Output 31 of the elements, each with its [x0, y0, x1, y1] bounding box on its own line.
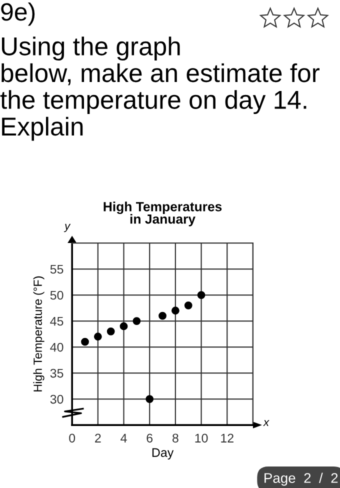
- x-tick-label: 8: [172, 434, 178, 443]
- y-axis-title: High Temperature (°F): [33, 276, 44, 392]
- text: y: [64, 224, 71, 232]
- x-tick-label: 10: [195, 434, 208, 443]
- chart-title: High Temperatures in January: [104, 202, 222, 226]
- y-tick-label: 30: [50, 394, 64, 404]
- point: [197, 291, 206, 299]
- y-tick-label: 55: [50, 264, 64, 274]
- point: [81, 338, 89, 346]
- x-tick-label: 0: [69, 434, 76, 443]
- y-tick-label: 35: [50, 368, 64, 378]
- x-tick-label: 4: [120, 434, 127, 442]
- x-axis-title: Day: [152, 448, 174, 460]
- y-tick-label: 50: [50, 290, 64, 300]
- y-tick-label: 40: [50, 342, 64, 352]
- point: [146, 395, 154, 403]
- point: [94, 332, 102, 341]
- text: Page 2 / 2: [264, 472, 338, 486]
- text: x: [263, 420, 270, 426]
- text: Using the graph below, make an estimate for the temperature on day 14. Explain: [0, 36, 320, 141]
- x-tick-label: 6: [146, 434, 153, 443]
- point: [120, 322, 128, 330]
- point: [106, 327, 115, 336]
- point: [171, 306, 180, 315]
- x-tick-label: 12: [221, 434, 234, 442]
- x-tick-label: 2: [95, 434, 101, 442]
- point: [158, 312, 166, 320]
- y-tick-label: 45: [50, 316, 64, 326]
- point: [132, 317, 141, 325]
- point: [184, 301, 192, 310]
- text: 9e): [1, 2, 35, 26]
